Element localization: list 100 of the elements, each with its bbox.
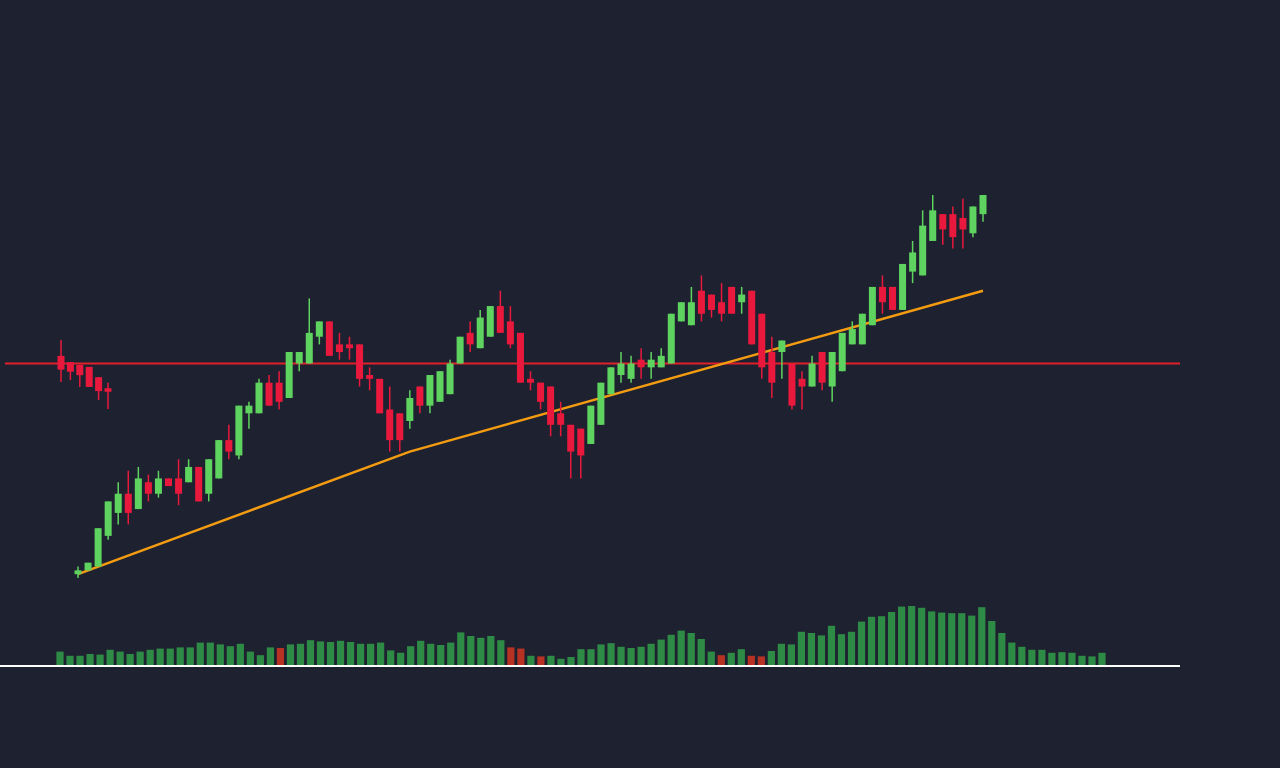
bar bbox=[767, 651, 775, 666]
bar bbox=[517, 648, 525, 666]
bar bbox=[948, 613, 956, 666]
candlestick bbox=[687, 286, 695, 326]
bar bbox=[877, 616, 886, 666]
bar bbox=[547, 655, 555, 666]
bar bbox=[888, 612, 896, 666]
bar bbox=[807, 633, 816, 666]
candlestick bbox=[144, 473, 152, 503]
bar bbox=[437, 645, 445, 666]
bar bbox=[1098, 652, 1106, 666]
bar bbox=[216, 644, 224, 666]
bar bbox=[677, 630, 685, 666]
bar bbox=[477, 637, 485, 666]
candlestick bbox=[808, 355, 816, 388]
candlestick bbox=[878, 274, 886, 315]
candlestick bbox=[718, 282, 726, 323]
bar bbox=[156, 648, 164, 666]
bar bbox=[918, 607, 926, 666]
bar bbox=[76, 655, 84, 666]
bar bbox=[657, 639, 665, 666]
bar bbox=[176, 647, 184, 666]
bar bbox=[457, 632, 465, 666]
bar bbox=[126, 654, 134, 666]
bar bbox=[326, 642, 335, 666]
candlestick bbox=[57, 339, 65, 383]
candlestick bbox=[265, 374, 273, 407]
bar bbox=[236, 643, 244, 666]
bar bbox=[497, 640, 505, 666]
bar bbox=[226, 646, 234, 666]
bar bbox=[717, 655, 725, 666]
bar bbox=[998, 633, 1006, 666]
bar bbox=[667, 634, 675, 666]
bar bbox=[898, 606, 906, 666]
bar bbox=[1018, 646, 1026, 666]
candlestick bbox=[949, 205, 957, 250]
candlestick bbox=[104, 382, 112, 410]
bar bbox=[346, 642, 355, 666]
bar bbox=[687, 633, 695, 666]
bar bbox=[757, 656, 765, 666]
bar bbox=[306, 640, 315, 666]
candlestick bbox=[416, 385, 424, 415]
bar bbox=[467, 636, 475, 666]
bar bbox=[697, 639, 705, 666]
candlestick bbox=[466, 320, 474, 353]
bar bbox=[487, 636, 495, 666]
bar bbox=[1038, 649, 1046, 666]
candlestick bbox=[335, 332, 343, 361]
bar bbox=[96, 654, 104, 666]
bar bbox=[928, 611, 936, 666]
candlestick bbox=[959, 198, 967, 250]
bar bbox=[938, 612, 946, 666]
bar bbox=[637, 646, 645, 666]
bar bbox=[737, 649, 745, 666]
bar bbox=[146, 649, 154, 666]
candlestick bbox=[406, 389, 414, 430]
bar bbox=[206, 642, 214, 666]
bar bbox=[1028, 649, 1036, 666]
bar bbox=[1048, 652, 1056, 666]
bar bbox=[427, 643, 435, 666]
bar bbox=[968, 615, 976, 666]
bar bbox=[407, 646, 415, 666]
bar bbox=[296, 643, 305, 666]
candlestick bbox=[738, 286, 746, 315]
bar bbox=[1088, 656, 1096, 666]
candlestick bbox=[617, 351, 625, 384]
candlestick bbox=[346, 335, 353, 361]
candlestick bbox=[245, 401, 253, 430]
candlestick bbox=[697, 274, 705, 323]
bar bbox=[1008, 642, 1016, 666]
bar bbox=[587, 649, 595, 666]
candlestick bbox=[909, 240, 917, 284]
bar bbox=[66, 655, 74, 666]
bar bbox=[186, 647, 194, 666]
bar bbox=[787, 644, 795, 666]
bar bbox=[607, 643, 615, 666]
bar bbox=[847, 631, 856, 666]
candlestick bbox=[275, 370, 283, 411]
bar bbox=[336, 640, 345, 666]
bar bbox=[196, 642, 204, 666]
bar bbox=[507, 647, 515, 666]
bar bbox=[827, 625, 836, 666]
bar bbox=[356, 643, 365, 666]
bar bbox=[286, 644, 295, 666]
candlestick bbox=[506, 305, 514, 349]
bar bbox=[537, 656, 545, 666]
bar bbox=[867, 616, 876, 666]
bar bbox=[316, 641, 325, 666]
bar bbox=[817, 635, 826, 666]
candlestick bbox=[315, 320, 323, 346]
candlestick bbox=[647, 351, 655, 380]
bar bbox=[617, 646, 625, 666]
candlestick bbox=[124, 470, 132, 526]
bar bbox=[577, 649, 585, 666]
bar bbox=[256, 655, 264, 666]
candlestick bbox=[295, 351, 303, 372]
bar bbox=[958, 613, 966, 666]
bar bbox=[266, 647, 274, 666]
bar bbox=[387, 650, 395, 666]
bar bbox=[557, 658, 565, 666]
